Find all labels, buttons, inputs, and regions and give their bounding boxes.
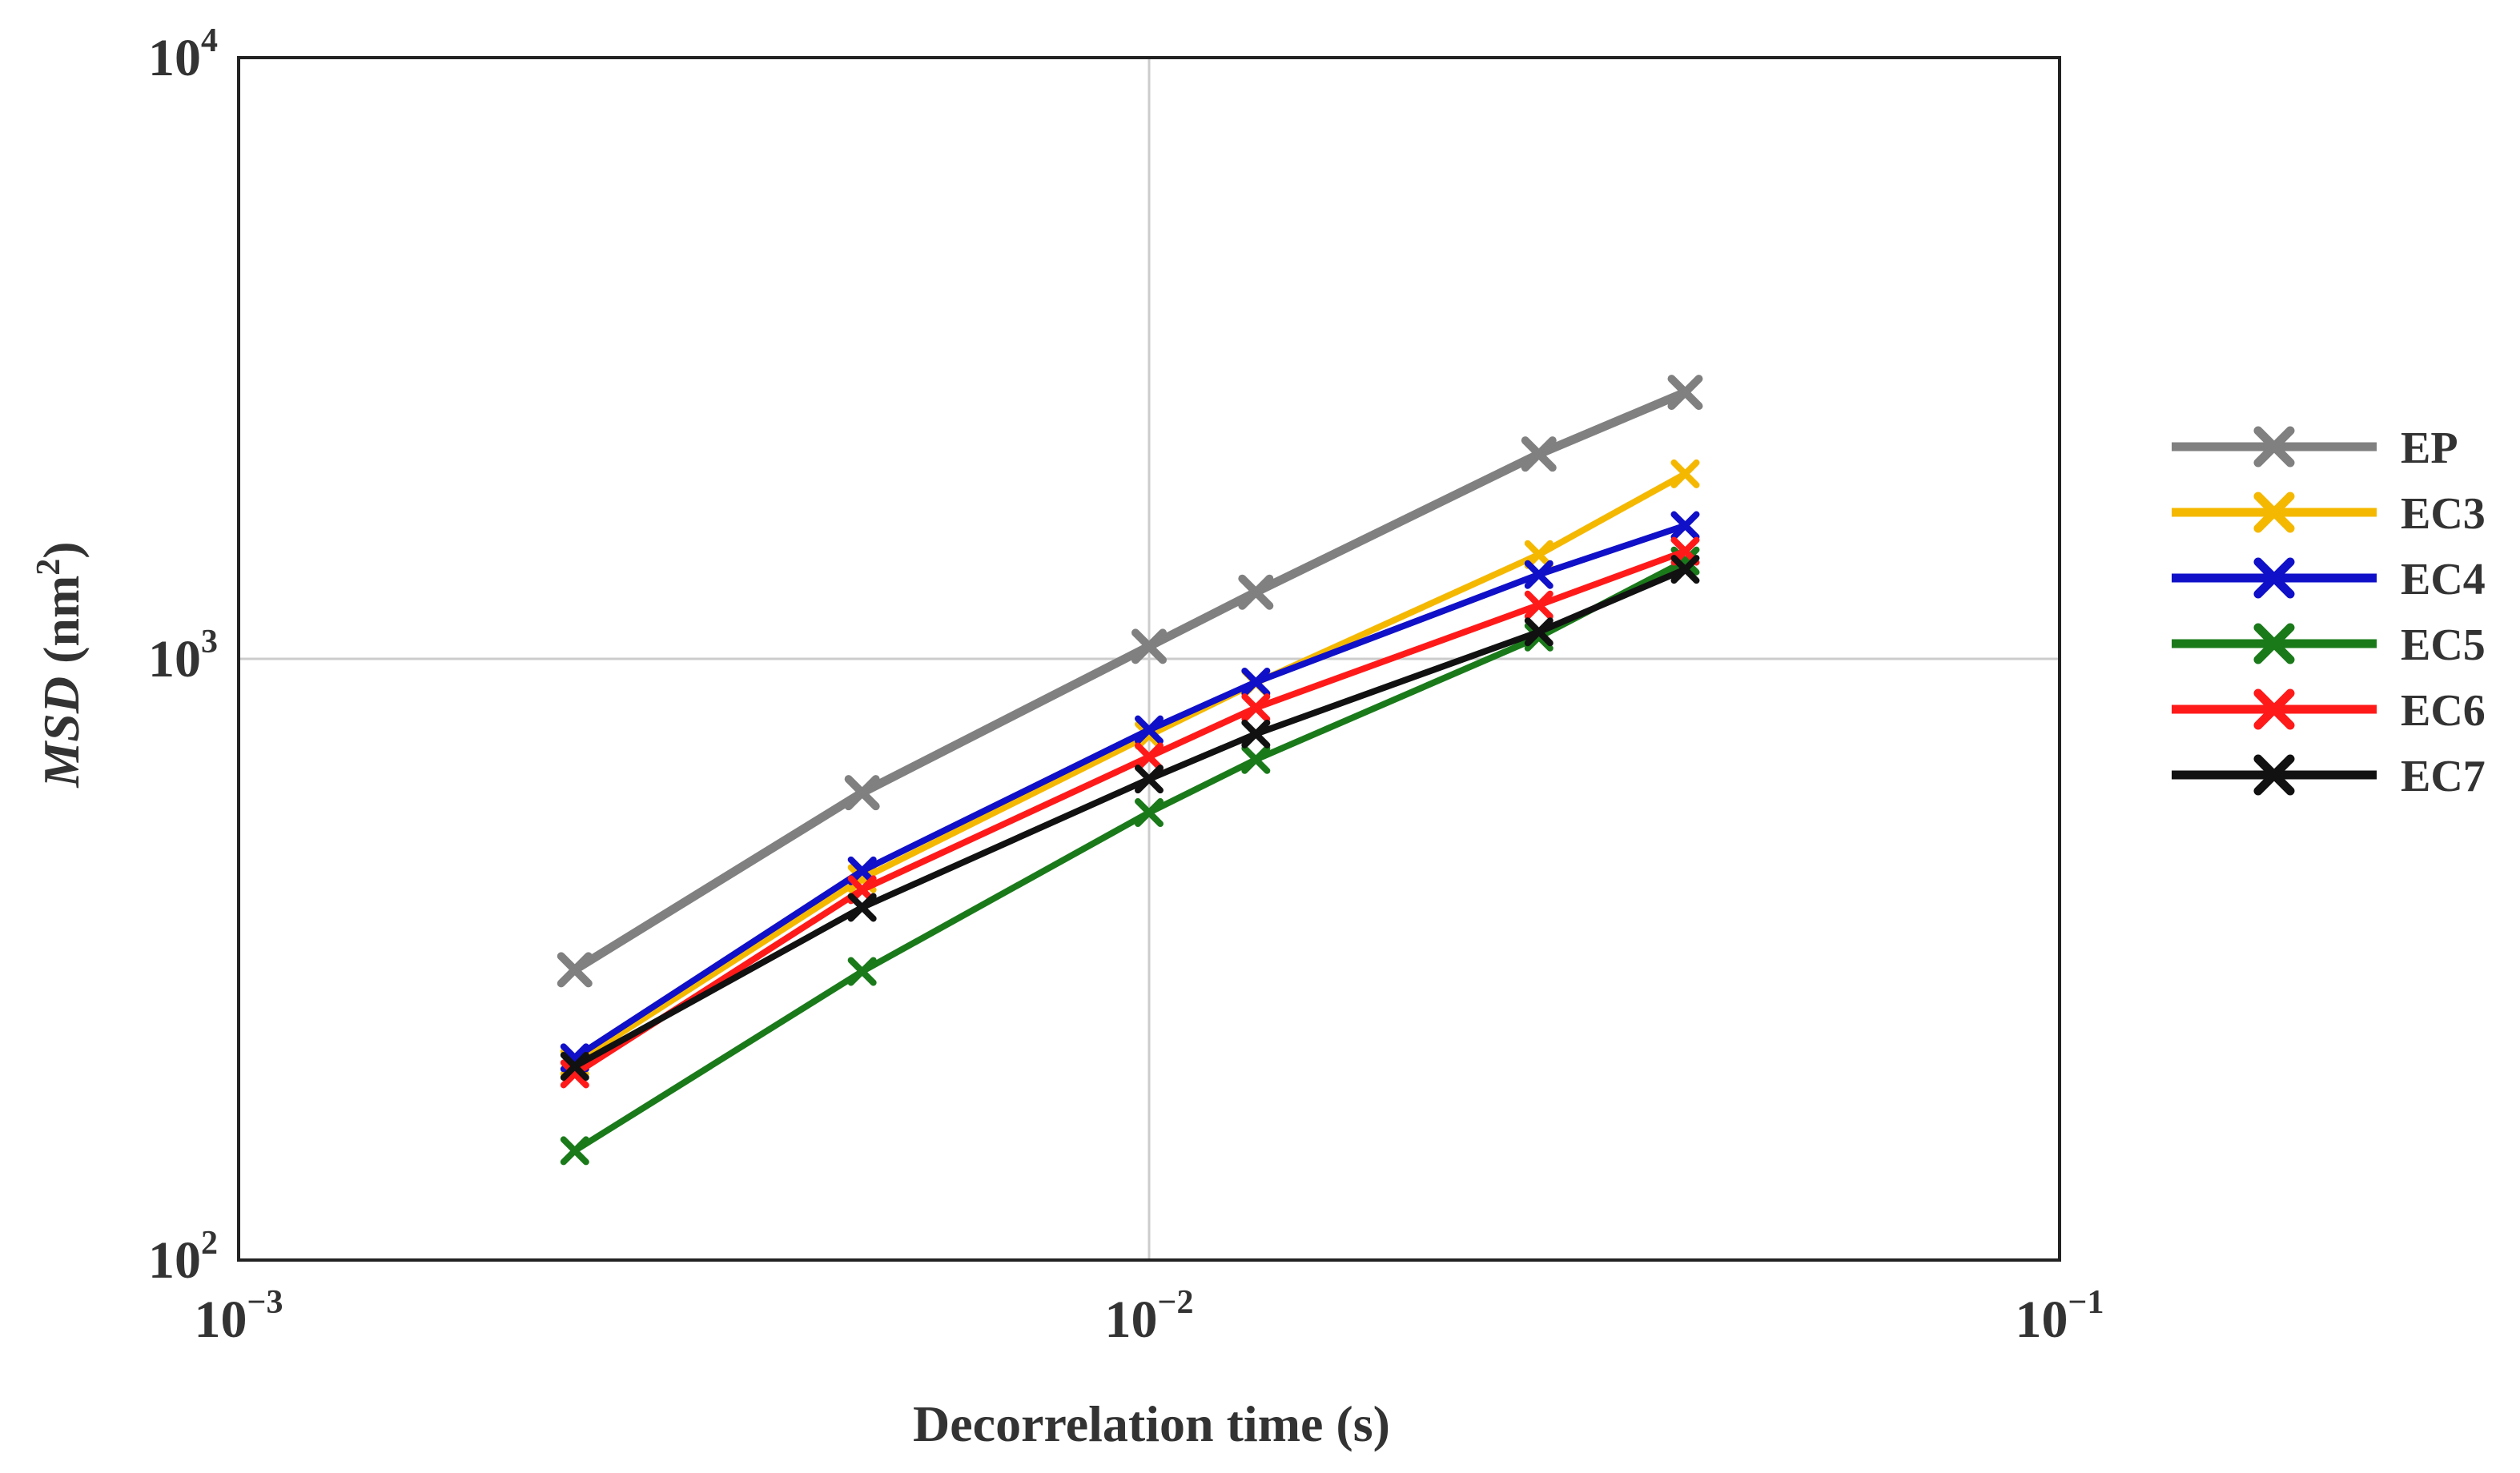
y-axis-title-sup: 2 bbox=[30, 559, 67, 576]
series-line-ec5 bbox=[571, 557, 1689, 1154]
y-tick-exponent: 2 bbox=[201, 1225, 218, 1262]
data-point-ec7 bbox=[1524, 617, 1553, 647]
series-ec4 bbox=[560, 511, 1700, 1073]
series-layer bbox=[557, 375, 1703, 1166]
x-tick-label: 10−2 bbox=[1105, 1284, 1194, 1349]
legend-label-ec7: EC7 bbox=[2401, 752, 2486, 801]
x-tick-label: 10−1 bbox=[2016, 1284, 2104, 1349]
legend-item-ec6: EC6 bbox=[2172, 686, 2486, 736]
data-point-ec7 bbox=[1241, 719, 1271, 749]
data-point-ec4 bbox=[1524, 560, 1553, 589]
legend-item-ec3: EC3 bbox=[2172, 489, 2486, 539]
legend-marker-ec4 bbox=[2253, 557, 2295, 599]
data-point-ep bbox=[1521, 436, 1557, 472]
data-point-ep bbox=[557, 952, 593, 988]
x-tick-base: 10 bbox=[195, 1290, 247, 1349]
legend-label-ec3: EC3 bbox=[2401, 489, 2486, 539]
data-point-ep bbox=[1238, 574, 1274, 610]
data-point-ec5 bbox=[847, 957, 877, 986]
data-point-ec3 bbox=[1524, 540, 1553, 569]
y-axis-title-close: ) bbox=[33, 541, 90, 558]
x-tick-exponent: −2 bbox=[1158, 1284, 1194, 1321]
y-tick-exponent: 4 bbox=[201, 22, 218, 59]
data-point-ep bbox=[844, 775, 880, 811]
legend-label-ep: EP bbox=[2401, 423, 2458, 473]
x-tick-exponent: −1 bbox=[2068, 1284, 2104, 1321]
y-axis-title: MSD (nm2) bbox=[30, 541, 90, 788]
y-tick-base: 10 bbox=[148, 29, 201, 87]
legend-marker-ec6 bbox=[2253, 688, 2295, 730]
data-point-ec5 bbox=[1241, 745, 1271, 774]
data-point-ec7 bbox=[560, 1052, 589, 1082]
legend-label-ec6: EC6 bbox=[2401, 686, 2486, 736]
data-point-ec6 bbox=[1524, 590, 1553, 620]
legend-item-ep: EP bbox=[2172, 423, 2458, 473]
x-tick-label: 10−3 bbox=[195, 1284, 283, 1349]
y-tick-base: 10 bbox=[148, 1231, 201, 1290]
grid-lines bbox=[239, 58, 2060, 1260]
x-tick-base: 10 bbox=[2016, 1290, 2068, 1349]
legend-item-ec4: EC4 bbox=[2172, 555, 2486, 604]
legend-item-ec7: EC7 bbox=[2172, 752, 2486, 801]
y-axis-title-unit: (nm bbox=[33, 576, 90, 676]
series-ec7 bbox=[560, 555, 1700, 1082]
data-point-ec3 bbox=[1670, 459, 1700, 488]
legend: EP EC3 EC4 EC5 EC6 EC7 bbox=[2172, 423, 2486, 801]
y-tick-label: 103 bbox=[148, 624, 218, 688]
data-point-ec6 bbox=[1241, 693, 1271, 723]
y-tick-exponent: 3 bbox=[201, 624, 218, 660]
x-axis-title: Decorrelation time (s) bbox=[913, 1395, 1390, 1452]
x-tick-exponent: −3 bbox=[247, 1284, 283, 1321]
legend-item-ec5: EC5 bbox=[2172, 620, 2486, 670]
series-ep bbox=[557, 375, 1703, 988]
series-line-ec6 bbox=[571, 548, 1689, 1078]
legend-label-ec5: EC5 bbox=[2401, 620, 2486, 670]
data-point-ec5 bbox=[560, 1136, 589, 1166]
plot-area-frame bbox=[237, 56, 2061, 1262]
legend-marker-ec3 bbox=[2253, 492, 2295, 533]
data-point-ec6 bbox=[1135, 742, 1164, 772]
series-ec6 bbox=[560, 536, 1700, 1089]
data-point-ec4 bbox=[1670, 511, 1700, 540]
data-point-ec4 bbox=[1241, 667, 1271, 696]
y-axis-title-italic: MSD bbox=[33, 676, 90, 789]
legend-marker-ep bbox=[2253, 426, 2295, 468]
series-line-ec7 bbox=[571, 566, 1689, 1070]
data-point-ec7 bbox=[847, 893, 877, 922]
data-point-ec7 bbox=[1135, 765, 1164, 794]
y-tick-label: 104 bbox=[148, 22, 218, 87]
data-point-ec7 bbox=[1670, 555, 1700, 584]
y-tick-base: 10 bbox=[148, 630, 201, 688]
series-line-ep bbox=[570, 387, 1690, 974]
data-point-ec5 bbox=[1135, 798, 1164, 828]
data-point-ep bbox=[1131, 628, 1167, 664]
y-tick-label: 102 bbox=[148, 1225, 218, 1290]
legend-marker-ec5 bbox=[2253, 623, 2295, 664]
data-point-ec6 bbox=[560, 1059, 589, 1089]
x-tick-base: 10 bbox=[1105, 1290, 1158, 1349]
data-point-ec4 bbox=[1135, 715, 1164, 745]
data-point-ep bbox=[1667, 375, 1703, 411]
series-line-ec4 bbox=[571, 522, 1689, 1062]
legend-label-ec4: EC4 bbox=[2401, 555, 2486, 604]
legend-marker-ec7 bbox=[2253, 754, 2295, 796]
